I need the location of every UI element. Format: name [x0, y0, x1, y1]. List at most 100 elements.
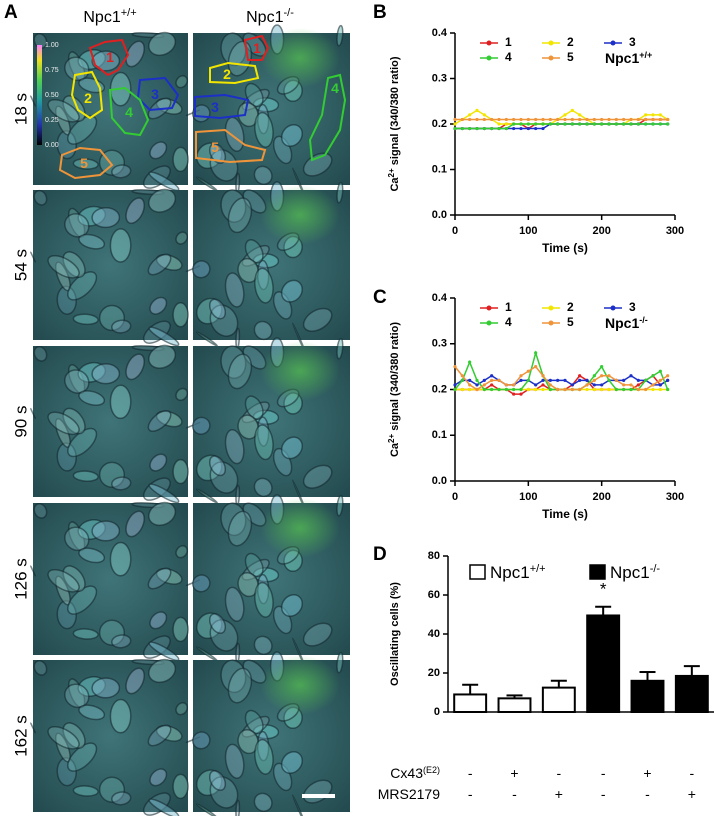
cell — [224, 586, 245, 622]
cell — [224, 428, 245, 465]
cell — [191, 416, 211, 435]
cell — [175, 387, 189, 402]
cell — [72, 785, 99, 797]
cell — [191, 260, 211, 279]
y-axis-label: Ca2+ signal (340/380 ratio) — [387, 322, 402, 457]
legend-dot — [486, 320, 492, 326]
cell — [195, 331, 219, 347]
cell — [302, 152, 333, 177]
cell — [111, 319, 132, 334]
cell — [302, 464, 333, 489]
treatment-label: MRS2179 — [378, 786, 440, 802]
cell — [253, 165, 273, 186]
cell — [291, 794, 308, 816]
roi-outline — [70, 70, 104, 120]
cell — [33, 345, 48, 362]
treatment-sign: + — [688, 786, 696, 802]
y-tick-label: 0.3 — [432, 72, 447, 84]
legend-swatch — [469, 564, 486, 580]
cell — [227, 197, 253, 234]
cell — [109, 384, 132, 420]
treatment-label: Cx43(E2) — [390, 765, 440, 781]
y-axis-label-base: Ca — [389, 177, 401, 192]
treatment-sign: - — [468, 786, 473, 802]
treatment-label-sup: (E2) — [423, 765, 440, 775]
panel-label: A — [4, 2, 18, 23]
roi-label: 2 — [84, 90, 92, 106]
cell — [148, 171, 180, 192]
cell — [125, 353, 145, 381]
cell — [148, 31, 177, 57]
cell — [172, 146, 189, 173]
header-text: Npc1 — [83, 9, 120, 26]
roi-outline — [209, 61, 260, 85]
cell — [244, 82, 264, 108]
cell — [47, 411, 80, 436]
cell — [64, 369, 90, 394]
cell — [254, 267, 274, 304]
cell — [254, 581, 274, 618]
cell — [111, 476, 132, 491]
cell — [220, 502, 247, 537]
y-tick-label: 0.3 — [432, 338, 447, 350]
treatment-sign: + — [510, 765, 518, 781]
cell — [29, 251, 37, 263]
y-axis-label-sup: 2+ — [387, 168, 396, 177]
cell — [148, 658, 177, 684]
y-tick-label: 0.0 — [432, 209, 447, 221]
header-sup: -/- — [283, 7, 294, 19]
cell — [220, 345, 247, 379]
colorbar-tick-label: 0.00 — [45, 142, 59, 149]
roi-outline — [308, 73, 347, 162]
cell — [209, 149, 239, 182]
time-label: 54 s — [11, 249, 30, 281]
cell — [91, 50, 121, 72]
cell — [224, 272, 245, 308]
legend-swatch — [589, 564, 606, 580]
legend-label: 2 — [567, 35, 574, 49]
roi-label: 5 — [211, 139, 219, 155]
glow — [260, 28, 340, 88]
time-label: 126 s — [11, 558, 30, 600]
cell — [67, 271, 98, 301]
legend-title-sup: -/- — [639, 315, 648, 325]
y-tick-label: 40 — [428, 628, 440, 640]
cell — [209, 776, 239, 809]
cell — [244, 552, 264, 578]
cell — [208, 455, 227, 477]
legend-label: 1 — [505, 35, 512, 49]
treatment-sign: - — [601, 786, 606, 802]
legend-dot — [548, 305, 554, 311]
cell — [47, 98, 80, 123]
cell — [148, 501, 177, 527]
y-axis-label-rest: signal (340/380 ratio) — [389, 322, 401, 434]
cell — [147, 567, 172, 590]
treatment-sign: - — [556, 765, 561, 781]
cell — [175, 231, 189, 245]
cell — [72, 628, 99, 640]
cell — [111, 791, 132, 806]
cell — [33, 33, 48, 49]
glow — [260, 498, 340, 558]
cell — [109, 228, 132, 263]
treatment-sign: + — [555, 786, 563, 802]
annotation: * — [600, 580, 607, 599]
treatment-sign: + — [643, 765, 651, 781]
panel-label: D — [373, 544, 387, 565]
glow — [260, 185, 340, 245]
cell — [147, 724, 172, 747]
series-line — [453, 108, 670, 126]
legend-dot — [610, 40, 616, 46]
roi-label: 1 — [106, 49, 114, 65]
cell — [91, 677, 121, 699]
cell — [209, 304, 239, 337]
cell — [336, 24, 344, 47]
colorbar — [37, 45, 42, 145]
y-tick-label: 0 — [434, 706, 440, 718]
cell — [172, 458, 189, 485]
legend-label-sup: +/+ — [530, 563, 546, 575]
cell — [244, 709, 264, 735]
treatment-sign: - — [512, 786, 517, 802]
legend-title: Npc1-/- — [605, 315, 648, 331]
